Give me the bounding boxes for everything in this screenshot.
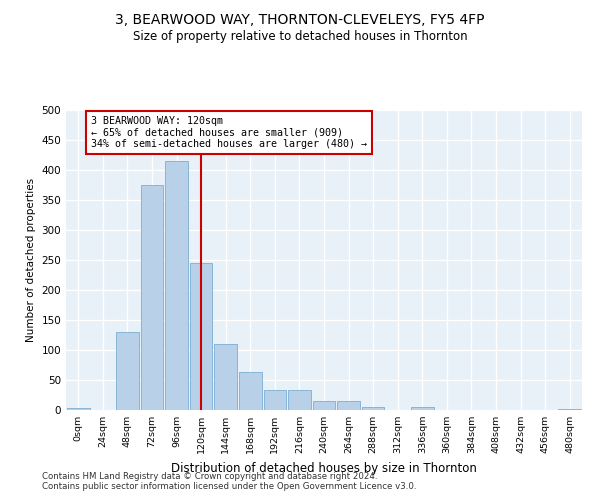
Text: Size of property relative to detached houses in Thornton: Size of property relative to detached ho… bbox=[133, 30, 467, 43]
Text: 3 BEARWOOD WAY: 120sqm
← 65% of detached houses are smaller (909)
34% of semi-de: 3 BEARWOOD WAY: 120sqm ← 65% of detached… bbox=[91, 116, 367, 149]
Bar bbox=[214, 344, 237, 410]
Bar bbox=[67, 408, 89, 410]
Bar bbox=[411, 407, 434, 410]
Text: Contains HM Land Registry data © Crown copyright and database right 2024.: Contains HM Land Registry data © Crown c… bbox=[42, 472, 377, 481]
Bar bbox=[313, 401, 335, 410]
Bar bbox=[190, 263, 212, 410]
Bar bbox=[116, 332, 139, 410]
Bar bbox=[263, 390, 286, 410]
Bar bbox=[337, 401, 360, 410]
Bar bbox=[239, 372, 262, 410]
X-axis label: Distribution of detached houses by size in Thornton: Distribution of detached houses by size … bbox=[171, 462, 477, 474]
Text: Contains public sector information licensed under the Open Government Licence v3: Contains public sector information licen… bbox=[42, 482, 416, 491]
Text: 3, BEARWOOD WAY, THORNTON-CLEVELEYS, FY5 4FP: 3, BEARWOOD WAY, THORNTON-CLEVELEYS, FY5… bbox=[115, 12, 485, 26]
Bar bbox=[362, 407, 385, 410]
Bar bbox=[288, 390, 311, 410]
Y-axis label: Number of detached properties: Number of detached properties bbox=[26, 178, 36, 342]
Bar bbox=[165, 161, 188, 410]
Bar bbox=[140, 185, 163, 410]
